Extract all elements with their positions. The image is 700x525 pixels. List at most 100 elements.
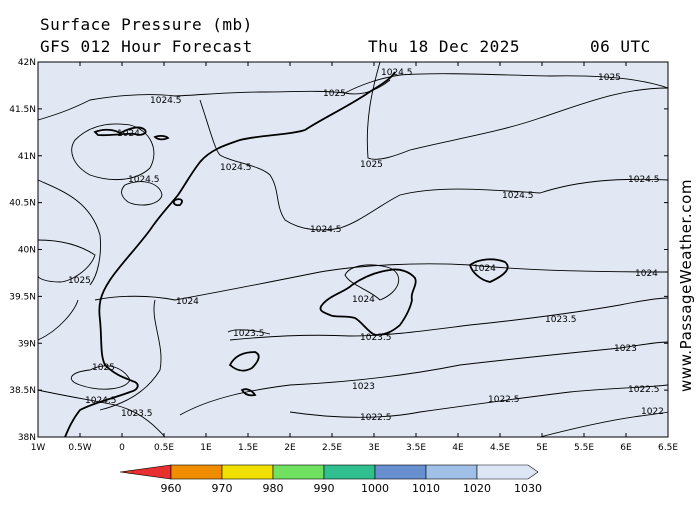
- isobars: [37, 61, 669, 438]
- isobar-label: 1022: [641, 407, 664, 417]
- color-scale-swatch: [425, 464, 478, 480]
- island-shape: [93, 126, 147, 137]
- isobar-line: [344, 264, 400, 301]
- isobar-line: [99, 299, 162, 411]
- lat-tick-label: 38.5N: [9, 386, 36, 396]
- isobar-label: 1022.5: [488, 395, 520, 405]
- isobar-label: 1023.5: [121, 409, 153, 419]
- isobar-label: 1025: [323, 89, 346, 99]
- lon-tick-label: 0: [119, 443, 125, 453]
- isobar-label: 1023.5: [360, 333, 392, 343]
- isobar-line: [344, 73, 669, 94]
- coastlines: [64, 71, 509, 438]
- watermark-text: www.PassageWeather.com: [677, 179, 695, 392]
- color-scale-label: 990: [314, 482, 335, 495]
- watermark: www.PassageWeather.com: [677, 179, 695, 392]
- isobar-label: 1024.5: [128, 175, 160, 185]
- lon-tick-label: 5E: [536, 443, 548, 453]
- color-scale-swatch: [272, 464, 325, 480]
- color-scale-swatch: [221, 464, 274, 480]
- color-scale-label: 1030: [514, 482, 542, 495]
- lat-tick-label: 42N: [18, 58, 36, 68]
- isobar-line: [71, 123, 155, 181]
- lon-tick-label: 1E: [200, 443, 212, 453]
- isobar-label: 1025: [92, 363, 115, 373]
- isobar-line: [37, 299, 79, 341]
- forecast-label: GFS 012 Hour Forecast: [40, 37, 253, 56]
- color-scale-swatch: [476, 464, 539, 480]
- forecast-time: 06 UTC: [590, 37, 651, 56]
- island-shape: [172, 198, 183, 207]
- color-scale-label: 1010: [412, 482, 440, 495]
- isobar-label: 1025: [598, 73, 621, 83]
- isobar-label: 1024.5: [381, 68, 413, 78]
- isobar-label: 1024: [176, 297, 199, 307]
- color-scale-swatch: [323, 464, 376, 480]
- isobar-line: [94, 263, 669, 301]
- map-area: [37, 61, 669, 438]
- isobar-label: 1024.5: [628, 175, 660, 185]
- color-scale-swatch: [374, 464, 427, 480]
- isobar-line: [179, 341, 669, 416]
- lon-tick-label: 0.5E: [154, 443, 174, 453]
- lat-tick-label: 41.5N: [9, 105, 36, 115]
- isobar-line: [121, 181, 163, 206]
- lon-tick-label: 6.5E: [658, 443, 678, 453]
- isobar-line: [539, 411, 669, 438]
- lon-tick-label: 3E: [368, 443, 380, 453]
- isobar-label: 1024.5: [85, 396, 117, 406]
- color-scale-label: 970: [212, 482, 233, 495]
- isobar-label: 1025: [360, 160, 383, 170]
- isobar-label: 1024: [473, 264, 496, 274]
- lat-tick-label: 40.5N: [9, 199, 36, 209]
- lon-tick-label: 4.5E: [490, 443, 510, 453]
- isobar-label: 1024: [352, 295, 375, 305]
- isobar-label: 1024: [635, 269, 658, 279]
- isobar-label: 1022.5: [360, 413, 392, 423]
- isobar-label: 1023.5: [233, 329, 265, 339]
- lon-tick-label: 4E: [452, 443, 464, 453]
- color-scale-swatch: [119, 464, 172, 480]
- menorca-island: [468, 258, 509, 283]
- ibiza-island: [228, 351, 260, 372]
- lon-tick-label: 0.5W: [68, 443, 91, 453]
- isobar-label: 1024.5: [310, 225, 342, 235]
- isobar-label: 1025: [68, 276, 91, 286]
- lon-tick-label: 5.5E: [574, 443, 594, 453]
- lat-tick-label: 39.5N: [9, 292, 36, 302]
- lon-tick-label: 3.5E: [406, 443, 426, 453]
- isobar-label: 1024.5: [150, 96, 182, 106]
- isobar-label: 1023: [352, 382, 375, 392]
- lon-tick-label: 6E: [620, 443, 632, 453]
- isobar-line: [366, 61, 669, 160]
- lat-tick-label: 40N: [18, 246, 36, 256]
- lon-tick-label: 2E: [284, 443, 296, 453]
- isobar-line: [289, 384, 669, 418]
- lon-tick-label: 2.5E: [322, 443, 342, 453]
- island-shape: [153, 135, 170, 141]
- color-scale-swatch: [170, 464, 223, 480]
- isobar-label: 1024.5: [220, 163, 252, 173]
- isobar-line: [37, 179, 101, 286]
- isobar-label: 1023.5: [545, 315, 577, 325]
- isobar-line: [229, 297, 669, 341]
- lon-tick-label: 1.5E: [238, 443, 258, 453]
- lat-tick-label: 41N: [18, 152, 36, 162]
- color-scale-label: 1020: [463, 482, 491, 495]
- map-title: Surface Pressure (mb): [40, 15, 253, 34]
- isobar-label: 1024: [117, 129, 140, 139]
- isobar-line: [70, 365, 131, 390]
- color-scale-label: 1000: [361, 482, 389, 495]
- isobar-line: [227, 329, 271, 335]
- isobar-labels: 1024.5 1025 1025 1024.5 1024 1024.5 1025…: [68, 68, 664, 423]
- isobar-label: 1023: [614, 344, 637, 354]
- isobar-line: [199, 99, 669, 231]
- lat-tick-label: 38N: [18, 433, 36, 443]
- color-scale-label: 980: [263, 482, 284, 495]
- isobar-label: 1022.5: [628, 385, 660, 395]
- lon-tick-label: 1W: [31, 443, 46, 453]
- iberian-coastline: [64, 71, 396, 438]
- mallorca-island: [319, 268, 417, 336]
